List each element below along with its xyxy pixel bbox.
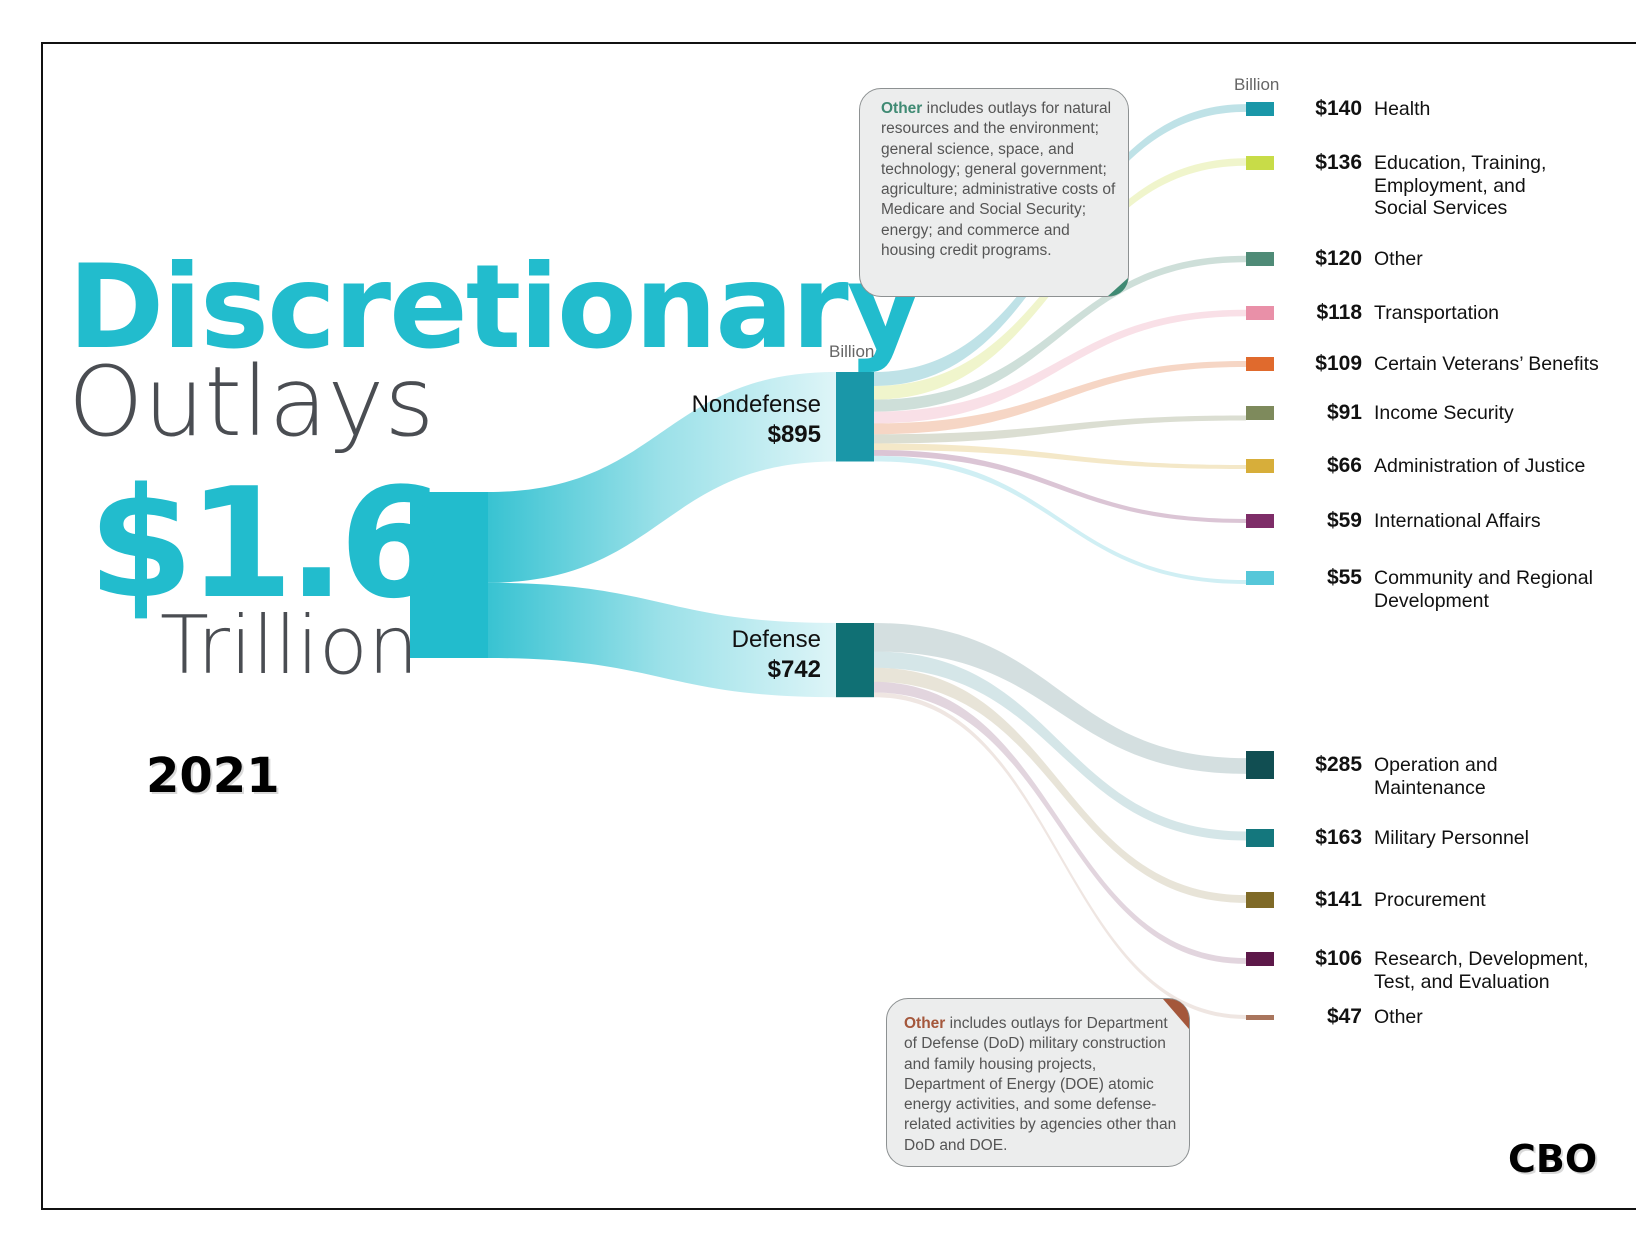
total-unit: Trillion bbox=[160, 599, 419, 692]
legend-item-veterans: $109 Certain Veterans’ Benefits bbox=[1246, 353, 1636, 376]
legend-value: $163 bbox=[1315, 826, 1362, 849]
legend-swatch bbox=[1246, 306, 1274, 320]
legend-label: Income Security bbox=[1374, 402, 1514, 424]
flow-item bbox=[874, 455, 1246, 584]
legend-item-transportation: $118 Transportation bbox=[1246, 302, 1634, 325]
legend-label: Procurement bbox=[1374, 889, 1486, 911]
flow-item bbox=[874, 692, 1246, 1019]
legend-label: International Affairs bbox=[1374, 510, 1541, 532]
legend-value: $120 bbox=[1315, 247, 1362, 270]
title-discretionary: Discretionary bbox=[68, 240, 922, 375]
note-text: includes outlays for natural resources a… bbox=[881, 100, 1116, 260]
unit-label-main: Billion bbox=[829, 342, 875, 361]
legend-item-other-defense: $47 Other bbox=[1246, 1006, 1634, 1029]
legend-swatch bbox=[1246, 829, 1274, 847]
legend-label: Administration of Justice bbox=[1374, 455, 1586, 477]
legend-label: Transportation bbox=[1374, 302, 1500, 324]
legend-value: $106 bbox=[1315, 947, 1362, 970]
legend-item-procurement: $141 Procurement bbox=[1246, 889, 1634, 912]
source-logo: CBO bbox=[1508, 1137, 1598, 1181]
legend-swatch bbox=[1246, 892, 1274, 908]
legend-swatch bbox=[1246, 459, 1274, 473]
legend-label: Education, Training, Employment, and Soc… bbox=[1374, 152, 1547, 219]
flow-item bbox=[874, 415, 1246, 444]
legend-item-justice: $66 Administration of Justice bbox=[1246, 455, 1634, 478]
note-nondefense-other: Other includes outlays for natural resou… bbox=[859, 88, 1129, 297]
flow-item bbox=[874, 667, 1246, 903]
note-text: includes outlays for Department of Defen… bbox=[904, 1015, 1177, 1154]
legend-value: $118 bbox=[1316, 301, 1362, 324]
legend-label: Other bbox=[1374, 1006, 1423, 1028]
group-label-nondefense: Nondefense $895 bbox=[692, 390, 821, 450]
legend-value: $109 bbox=[1315, 352, 1362, 375]
legend-value: $66 bbox=[1326, 454, 1362, 477]
group-label-defense: Defense $742 bbox=[732, 625, 821, 685]
legend-swatch bbox=[1246, 1015, 1274, 1020]
node-nondefense bbox=[836, 372, 874, 462]
flow-item bbox=[874, 450, 1246, 523]
legend-item-community: $55 Community and Regional Development bbox=[1246, 567, 1604, 612]
flow-item bbox=[874, 361, 1246, 435]
flow-defense bbox=[488, 582, 836, 698]
flow-item bbox=[874, 255, 1246, 412]
note-keyword: Other bbox=[904, 1015, 946, 1032]
legend-swatch bbox=[1246, 952, 1274, 966]
legend-swatch bbox=[1246, 514, 1274, 528]
group-name: Nondefense bbox=[691, 391, 821, 418]
legend-swatch bbox=[1246, 102, 1274, 116]
unit-label-legend: Billion bbox=[1234, 75, 1280, 94]
legend-item-other-nondefense: $120 Other bbox=[1246, 248, 1634, 271]
legend-label: Research, Development, Test, and Evaluat… bbox=[1374, 948, 1589, 993]
legend-swatch bbox=[1246, 751, 1274, 779]
legend-value: $140 bbox=[1315, 97, 1362, 120]
legend-item-education: $136 Education, Training, Employment, an… bbox=[1246, 152, 1574, 220]
legend-item-operation: $285 Operation and Maintenance bbox=[1246, 751, 1574, 799]
flow-item bbox=[874, 443, 1246, 469]
legend-value: $136 bbox=[1315, 151, 1362, 174]
legend-label: Health bbox=[1374, 98, 1431, 120]
flow-item bbox=[874, 623, 1246, 774]
node-defense bbox=[836, 623, 874, 698]
flow-item bbox=[874, 309, 1246, 424]
legend-value: $59 bbox=[1326, 509, 1362, 532]
legend-label: Certain Veterans’ Benefits bbox=[1374, 353, 1599, 375]
legend-value: $55 bbox=[1326, 566, 1362, 589]
group-name: Defense bbox=[731, 626, 821, 653]
legend-value: $91 bbox=[1326, 401, 1362, 424]
legend-value: $285 bbox=[1315, 753, 1362, 776]
flow-item bbox=[874, 681, 1246, 964]
title-outlays: Outlays bbox=[68, 346, 435, 458]
legend-swatch bbox=[1246, 357, 1274, 371]
legend-item-military-personnel: $163 Military Personnel bbox=[1246, 827, 1634, 850]
legend-value: $141 bbox=[1315, 888, 1362, 911]
node-total bbox=[410, 492, 488, 658]
legend-label: Military Personnel bbox=[1374, 827, 1529, 849]
legend-swatch bbox=[1246, 252, 1274, 266]
legend-item-income-security: $91 Income Security bbox=[1246, 402, 1634, 425]
group-value: $742 bbox=[767, 656, 821, 683]
flow-nondefense bbox=[488, 372, 836, 583]
flow-item bbox=[874, 651, 1246, 841]
legend-label: Operation and Maintenance bbox=[1374, 754, 1498, 799]
legend-item-international: $59 International Affairs bbox=[1246, 510, 1634, 533]
group-value: $895 bbox=[767, 421, 821, 448]
legend-swatch bbox=[1246, 406, 1274, 420]
legend-item-health: $140 Health bbox=[1246, 98, 1634, 121]
legend-label: Other bbox=[1374, 248, 1423, 270]
chart-frame bbox=[41, 42, 1636, 1210]
total-amount: $1.6 bbox=[88, 455, 445, 632]
legend-value: $47 bbox=[1326, 1005, 1362, 1028]
note-defense-other: Other includes outlays for Department of… bbox=[886, 998, 1190, 1167]
year-label: 2021 bbox=[146, 748, 280, 804]
legend-label: Community and Regional Development bbox=[1374, 567, 1593, 612]
legend-swatch bbox=[1246, 571, 1274, 585]
legend-item-research: $106 Research, Development, Test, and Ev… bbox=[1246, 948, 1604, 993]
legend-swatch bbox=[1246, 156, 1274, 170]
note-keyword: Other bbox=[881, 100, 923, 117]
